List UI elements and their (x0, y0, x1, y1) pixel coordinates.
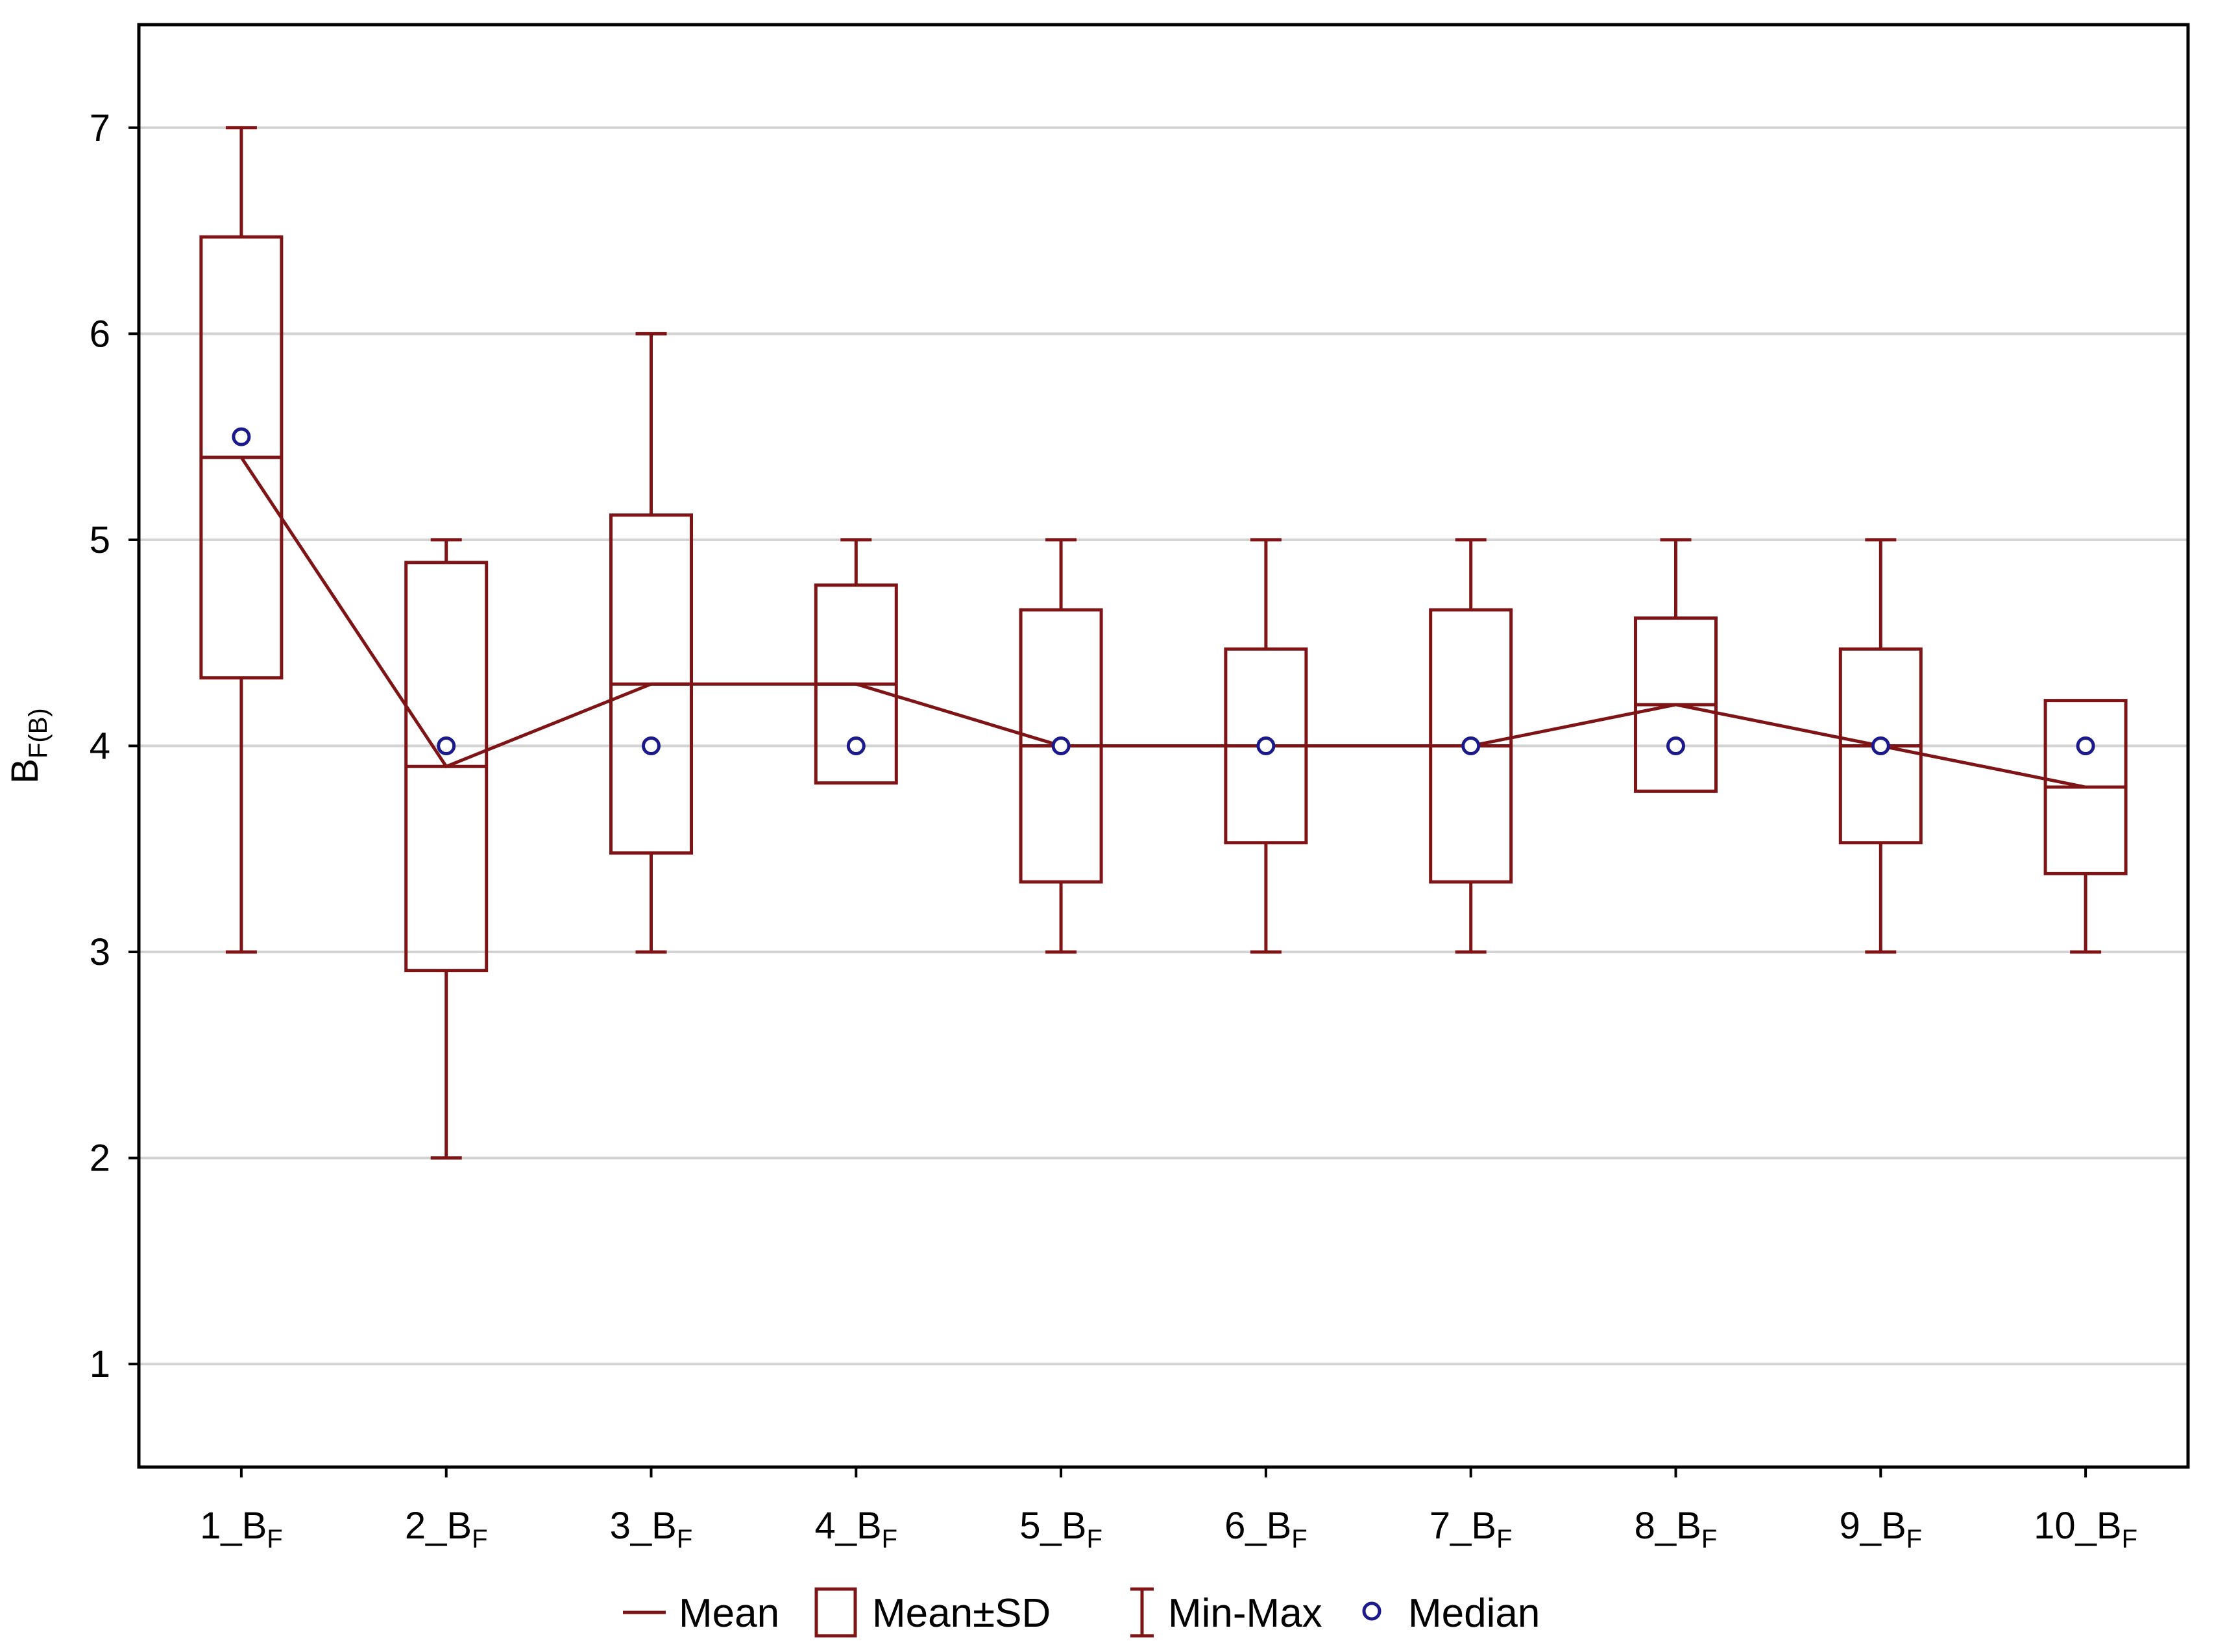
median-point (1051, 736, 1071, 755)
x-tick-label-subscript: F (472, 1525, 487, 1553)
x-tick-label: 1_BF (200, 1505, 283, 1553)
legend-label: Min-Max (1168, 1591, 1322, 1636)
x-tick-label: 8_BF (1635, 1505, 1718, 1553)
x-tick-label-main: 8_B (1635, 1505, 1701, 1547)
median-point (232, 427, 251, 446)
y-tick-label: 4 (90, 725, 110, 768)
x-tick-label-subscript: F (1701, 1525, 1717, 1553)
legend-item: Mean±SD (814, 1587, 1051, 1638)
legend-label: Median (1408, 1591, 1540, 1636)
median-point (2076, 736, 2095, 755)
x-tick-label-main: 1_B (200, 1505, 267, 1547)
grid-layer (139, 126, 2188, 1366)
x-tick-label-subscript: F (2122, 1525, 2137, 1553)
x-tick-label: 9_BF (1839, 1505, 1922, 1553)
box-group (404, 538, 489, 1160)
legend-item: Median (1362, 1591, 1540, 1636)
box-layer (199, 126, 2128, 1160)
legend-sd-box-swatch (814, 1587, 857, 1638)
x-tick-label-subscript: F (1496, 1525, 1512, 1553)
x-tick-label-main: 6_B (1224, 1505, 1291, 1547)
x-tick-label: 5_BF (1019, 1505, 1102, 1553)
x-tick-label: 2_BF (405, 1505, 488, 1553)
x-tick-label-main: 3_B (610, 1505, 677, 1547)
x-tick-label-main: 5_B (1019, 1505, 1086, 1547)
x-tick-label: 6_BF (1224, 1505, 1308, 1553)
x-tick-label-main: 2_B (405, 1505, 472, 1547)
x-tick-label-subscript: F (677, 1525, 692, 1553)
box-group (199, 126, 284, 954)
x-tick-label-main: 7_B (1429, 1505, 1496, 1547)
x-tick-label: 4_BF (814, 1505, 897, 1553)
y-axis-label-main: B (4, 759, 46, 784)
x-tick-label: 10_BF (2034, 1505, 2137, 1553)
y-tick-label: 6 (90, 313, 110, 355)
x-tick-label-main: 10_B (2034, 1505, 2121, 1547)
box-group (609, 332, 693, 954)
x-tick-label-main: 9_B (1839, 1505, 1906, 1547)
y-tick-label: 3 (90, 931, 110, 973)
y-axis-label-subscript: F(B) (24, 708, 53, 759)
median-point (642, 736, 661, 755)
x-tick-label-subscript: F (1086, 1525, 1102, 1553)
x-tick-label-subscript: F (882, 1525, 897, 1553)
x-tick-label: 7_BF (1429, 1505, 1513, 1553)
x-tick-label-subscript: F (1291, 1525, 1307, 1553)
legend-item: Mean (623, 1591, 779, 1636)
y-tick-label: 1 (90, 1343, 110, 1385)
median-point (1461, 736, 1481, 755)
median-point (437, 736, 456, 755)
legend: Mean Mean±SD Min-Max Median (623, 1587, 1540, 1638)
median-point (846, 736, 866, 755)
legend-median-swatch (1362, 1601, 1381, 1621)
y-axis-label: BF(B) (4, 708, 53, 783)
median-layer (232, 427, 2095, 755)
x-tick-label: 3_BF (610, 1505, 693, 1553)
legend-item: Min-Max (1130, 1587, 1322, 1638)
y-tick-label: 5 (90, 519, 110, 561)
mean-layer (239, 456, 2086, 789)
legend-label: Mean (679, 1591, 779, 1636)
legend-label: Mean±SD (872, 1591, 1051, 1636)
median-point (1666, 736, 1685, 755)
median-point (1871, 736, 1890, 755)
x-tick-label-main: 4_B (814, 1505, 881, 1547)
x-tick-label-subscript: F (267, 1525, 282, 1553)
y-tick-label: 7 (90, 107, 110, 149)
mean-line (239, 456, 2086, 789)
median-point (1256, 736, 1276, 755)
x-tick-label-subscript: F (1906, 1525, 1922, 1553)
y-tick-label: 2 (90, 1137, 110, 1180)
